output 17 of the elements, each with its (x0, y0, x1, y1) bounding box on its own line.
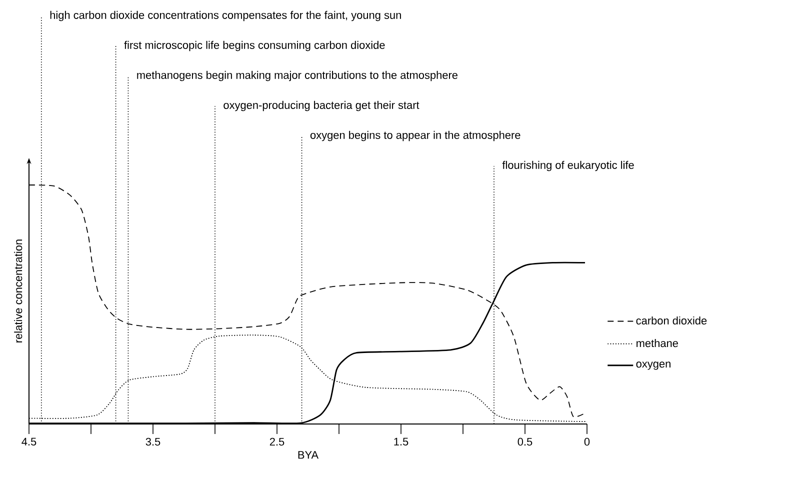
ref-line-label: methanogens begin making major contributions to the atmosphere (137, 70, 458, 82)
legend-label: oxygen (636, 362, 670, 370)
ref-line-label: high carbon dioxide concentrations compensates for the faint, young sun (50, 10, 401, 22)
ref-line-label: flourishing of eukaryotic life (502, 160, 634, 172)
x-tick-label: 4.5 (22, 438, 36, 446)
x-tick-label: 2.5 (270, 438, 284, 446)
legend-label: methane (636, 339, 678, 348)
x-tick-label: 0.5 (518, 438, 532, 446)
x-tick-label: 0 (584, 438, 590, 446)
ref-line-label: first microscopic life begins consuming carbon dioxide (124, 40, 385, 52)
x-axis-title: BYA (298, 451, 319, 459)
y-axis-title: relative concentration (14, 240, 22, 342)
x-tick-label: 3.5 (146, 438, 160, 446)
ref-line-label: oxygen begins to appear in the atmosphere (310, 130, 520, 142)
ref-line-label: oxygen-producing bacteria get their start (224, 100, 420, 112)
legend-label: carbon dioxide (636, 316, 707, 325)
x-tick-label: 1.5 (394, 438, 408, 446)
